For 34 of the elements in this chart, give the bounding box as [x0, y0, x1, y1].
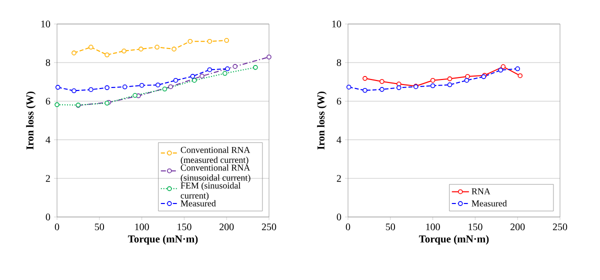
y-axis-title: Iron loss (W) [26, 92, 36, 150]
x-tick-label: 100 [426, 224, 440, 230]
x-tick-label: 250 [262, 224, 276, 230]
x-tick-label: 200 [510, 224, 525, 230]
y-tick-label: 8 [336, 59, 342, 66]
y-tick-label: 2 [336, 175, 341, 182]
y-axis-title: Iron loss (W) [317, 92, 327, 150]
x-tick-label: 250 [552, 224, 568, 230]
x-tick-label: 0 [54, 224, 60, 230]
legend-label: Measured [472, 200, 507, 206]
y-tick-label: 6 [46, 98, 50, 105]
x-axis-title: Torque (mN·m) [419, 235, 489, 245]
y-tick-label: 0 [46, 214, 50, 220]
legend-label: FEM (sinusoidal current) [180, 182, 241, 200]
y-tick-label: 10 [332, 20, 342, 28]
x-tick-label: 0 [346, 224, 350, 230]
legend-label: Conventional RNA (measured current) [180, 146, 250, 165]
y-tick-label: 10 [41, 20, 50, 28]
y-tick-label: 0 [336, 214, 342, 220]
legend-label: Conventional RNA (sinusoidal current) [180, 164, 250, 183]
x-tick-label: 50 [386, 224, 396, 230]
y-tick-label: 8 [46, 59, 50, 66]
x-tick-label: 200 [220, 224, 234, 230]
y-tick-label: 4 [336, 136, 342, 144]
x-axis-title: Torque (mN·m) [128, 235, 198, 245]
x-tick-label: 100 [135, 224, 149, 230]
x-tick-label: 150 [178, 224, 192, 230]
y-tick-label: 4 [46, 136, 50, 144]
y-tick-label: 2 [46, 175, 50, 182]
x-tick-label: 150 [468, 224, 482, 230]
legend-label: Measured [180, 200, 216, 206]
y-tick-label: 6 [336, 98, 342, 105]
legend-label: RNA [472, 188, 490, 194]
x-tick-label: 50 [94, 224, 104, 230]
